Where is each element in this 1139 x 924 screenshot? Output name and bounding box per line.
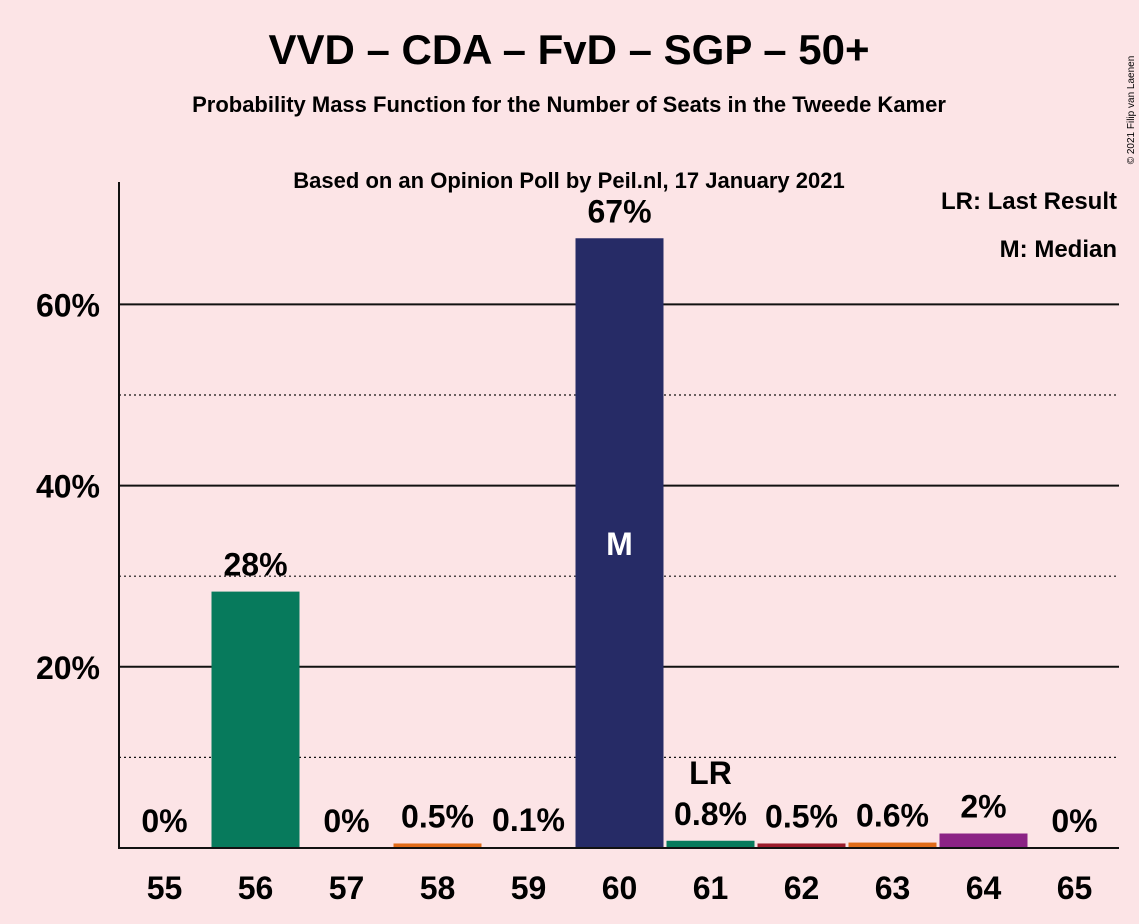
x-tick-label-61: 61 bbox=[693, 870, 729, 906]
data-label-56: 28% bbox=[223, 547, 287, 583]
x-tick-label-65: 65 bbox=[1057, 870, 1093, 906]
bar-seats-60 bbox=[575, 238, 664, 849]
x-tick-label-62: 62 bbox=[784, 870, 820, 906]
x-tick-label-63: 63 bbox=[875, 870, 911, 906]
x-tick-label-64: 64 bbox=[966, 870, 1002, 906]
x-tick-label-58: 58 bbox=[420, 870, 456, 906]
x-axis-ticks: 55 56 57 58 59 60 61 62 63 64 65 bbox=[147, 870, 1093, 906]
data-label-58: 0.5% bbox=[401, 798, 474, 834]
bar-seats-64 bbox=[939, 833, 1028, 848]
data-label-63: 0.6% bbox=[856, 798, 929, 834]
legend-last-result: LR: Last Result bbox=[941, 188, 1117, 215]
bar-seats-63 bbox=[848, 842, 937, 848]
data-label-65: 0% bbox=[1051, 803, 1097, 839]
bars bbox=[211, 238, 1028, 849]
data-label-60: 67% bbox=[587, 193, 651, 229]
last-result-marker: LR bbox=[689, 755, 732, 791]
chart-title: VVD – CDA – FvD – SGP – 50+ bbox=[268, 26, 869, 73]
chart-subtitle: Probability Mass Function for the Number… bbox=[192, 92, 946, 117]
x-tick-label-59: 59 bbox=[511, 870, 547, 906]
bar-seats-62 bbox=[757, 843, 846, 848]
x-tick-label-56: 56 bbox=[238, 870, 274, 906]
bar-seats-61 bbox=[666, 840, 755, 848]
data-label-62: 0.5% bbox=[765, 798, 838, 834]
median-marker: M bbox=[606, 526, 633, 562]
y-tick-label: 40% bbox=[36, 469, 100, 505]
bar-seats-56 bbox=[211, 591, 300, 848]
data-label-57: 0% bbox=[323, 803, 369, 839]
y-tick-label: 20% bbox=[36, 650, 100, 686]
data-labels: 0% 28% 0% 0.5% 0.1% 67% M 0.8% LR 0.5% 0.6% 2% 0% bbox=[141, 193, 1097, 839]
data-label-55: 0% bbox=[141, 803, 187, 839]
y-tick-label: 60% bbox=[36, 287, 100, 323]
copyright-notice: © 2021 Filip van Laenen bbox=[1126, 56, 1137, 165]
data-label-64: 2% bbox=[960, 789, 1006, 825]
data-label-59: 0.1% bbox=[492, 802, 565, 838]
x-tick-label-55: 55 bbox=[147, 870, 183, 906]
y-axis-ticks: 20% 40% 60% bbox=[36, 287, 100, 685]
x-tick-label-57: 57 bbox=[329, 870, 365, 906]
bar-seats-58 bbox=[393, 843, 482, 848]
x-tick-label-60: 60 bbox=[602, 870, 638, 906]
chart-source-line: Based on an Opinion Poll by Peil.nl, 17 … bbox=[293, 168, 844, 193]
data-label-61: 0.8% bbox=[674, 796, 747, 832]
legend-median: M: Median bbox=[1000, 236, 1117, 263]
